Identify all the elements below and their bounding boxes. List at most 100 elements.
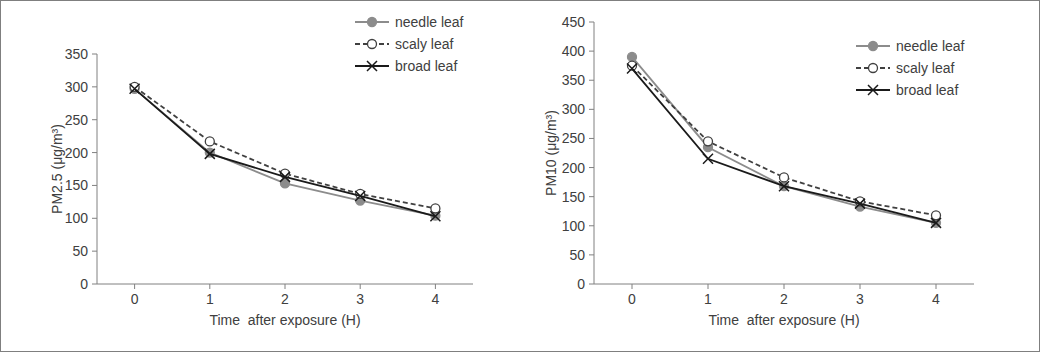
y-tick (589, 51, 594, 52)
y-tick (589, 109, 594, 110)
x-tick-label: 0 (628, 291, 636, 307)
y-tick-label: 300 (65, 79, 89, 95)
y-tick-label: 350 (562, 72, 586, 88)
series-line (135, 89, 436, 216)
x-tick-label: 3 (356, 291, 364, 307)
y-tick (92, 86, 97, 87)
y-tick (589, 138, 594, 139)
marker (431, 204, 440, 213)
x-axis-label: Time after exposure (H) (209, 312, 360, 328)
y-axis-label: PM2.5 (μg/m³) (49, 124, 65, 214)
x-tick (285, 284, 286, 289)
legend-marker (368, 40, 377, 49)
legend-label: needle leaf (896, 38, 965, 54)
marker (205, 137, 214, 146)
frame (1, 1, 1040, 352)
marker (780, 173, 789, 182)
y-tick (589, 225, 594, 226)
legend-label: broad leaf (896, 82, 958, 98)
y-tick-label: 350 (65, 46, 89, 62)
legend-label: scaly leaf (896, 60, 954, 76)
y-tick (589, 196, 594, 197)
chart: 05010015020025030035001234Time after exp… (49, 14, 473, 328)
plot-area (130, 82, 441, 221)
y-tick-label: 150 (562, 189, 586, 205)
marker (627, 64, 637, 74)
x-axis-label: Time after exposure (H) (708, 312, 859, 328)
plot-area (627, 52, 941, 227)
x-tick-label: 2 (281, 291, 289, 307)
x-tick (632, 284, 633, 289)
y-axis (594, 22, 595, 284)
x-tick-label: 2 (780, 291, 788, 307)
chart: 0 50 100 150 200 250 300 350 400 450 0 1 2 3 4 Time aft… (543, 14, 974, 328)
y-tick (92, 152, 97, 153)
y-tick (589, 167, 594, 168)
y-tick-label: 100 (65, 210, 89, 226)
legend-label: scaly leaf (395, 36, 453, 52)
marker (130, 84, 140, 94)
marker (931, 218, 941, 228)
marker (430, 211, 440, 221)
legend-marker (868, 85, 878, 95)
y-tick (92, 185, 97, 186)
marker (355, 191, 365, 201)
y-tick-label: 200 (562, 160, 586, 176)
y-tick (92, 251, 97, 252)
legend: needle leaf scaly leaf broad leaf (355, 14, 464, 74)
marker (703, 154, 713, 164)
y-axis-label: PM10 (μg/m³) (543, 110, 559, 196)
marker (704, 137, 713, 146)
figure: 05010015020025030035001234Time after exp… (0, 0, 1040, 352)
y-tick (92, 54, 97, 55)
y-tick-label: 50 (569, 247, 585, 263)
x-tick-label: 3 (856, 291, 864, 307)
marker (205, 149, 215, 159)
marker (855, 199, 865, 209)
legend-marker (368, 18, 377, 27)
y-tick-label: 200 (65, 145, 89, 161)
x-tick (860, 284, 861, 289)
x-tick-label: 1 (206, 291, 214, 307)
y-tick (589, 80, 594, 81)
y-tick-label: 450 (562, 14, 586, 30)
legend-marker (869, 64, 878, 73)
x-tick (435, 284, 436, 289)
y-tick (589, 284, 594, 285)
x-tick (360, 284, 361, 289)
y-tick-label: 0 (577, 276, 585, 292)
legend: needle leaf scaly leaf broad leaf (856, 38, 965, 98)
x-tick (708, 284, 709, 289)
y-tick-label: 100 (562, 218, 586, 234)
x-tick-label: 1 (704, 291, 712, 307)
x-tick (936, 284, 937, 289)
x-tick-label: 0 (131, 291, 139, 307)
y-tick-label: 300 (562, 101, 586, 117)
marker (280, 172, 290, 182)
y-tick (92, 218, 97, 219)
x-tick-label: 4 (432, 291, 440, 307)
legend-label: broad leaf (395, 58, 457, 74)
y-tick (589, 22, 594, 23)
x-tick (134, 284, 135, 289)
y-tick (92, 119, 97, 120)
series-line (632, 69, 936, 223)
y-tick-label: 150 (65, 177, 89, 193)
marker (628, 52, 637, 61)
y-tick (92, 284, 97, 285)
y-tick-label: 400 (562, 43, 586, 59)
y-tick-label: 0 (80, 276, 88, 292)
series-line (135, 87, 436, 209)
marker (932, 211, 941, 220)
x-tick (784, 284, 785, 289)
marker (779, 181, 789, 191)
legend-marker (367, 61, 377, 71)
series-line (632, 57, 936, 223)
y-tick (589, 254, 594, 255)
x-tick (209, 284, 210, 289)
x-tick-label: 4 (932, 291, 940, 307)
series-line (135, 89, 436, 216)
y-tick-label: 250 (562, 130, 586, 146)
y-axis (97, 54, 98, 284)
legend-label: needle leaf (395, 14, 464, 30)
